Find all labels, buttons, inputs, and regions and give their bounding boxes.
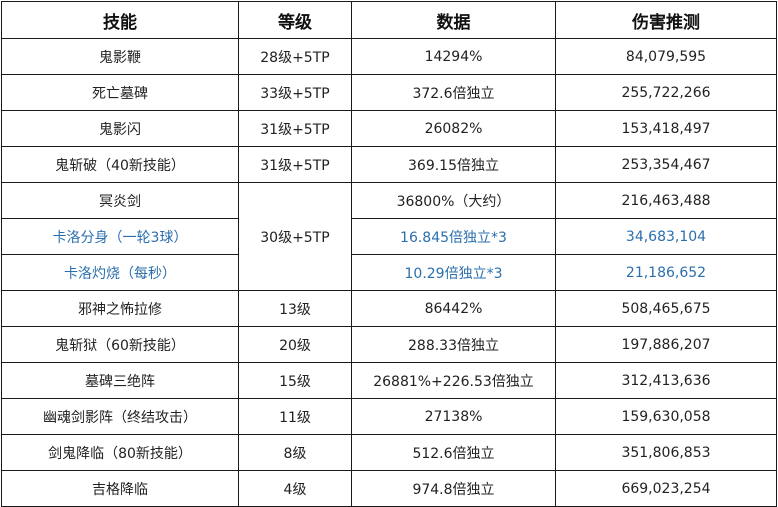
- skill-level: 4级: [238, 470, 352, 507]
- skill-name: 鬼斩破（40新技能）: [1, 146, 239, 183]
- skill-data: 14294%: [351, 38, 556, 75]
- skill-data: 369.15倍独立: [351, 146, 556, 183]
- skill-damage: 253,354,467: [555, 146, 777, 183]
- header-row: 技能 等级 数据 伤害推测: [1, 1, 777, 39]
- skill-level: 28级+5TP: [238, 38, 352, 75]
- skill-name: 幽魂剑影阵（终结攻击）: [1, 398, 239, 435]
- skill-damage: 669,023,254: [555, 470, 777, 507]
- skill-data: 26082%: [351, 110, 556, 147]
- skill-damage: 84,079,595: [555, 38, 777, 75]
- table-row: 墓碑三绝阵 15级 26881%+226.53倍独立 312,413,636: [1, 362, 777, 399]
- skill-level: 31级+5TP: [238, 146, 352, 183]
- table-row: 邪神之怖拉修 13级 86442% 508,465,675: [1, 290, 777, 327]
- skill-name: 冥炎剑: [1, 182, 239, 219]
- skill-level: 13级: [238, 290, 352, 327]
- header-damage: 伤害推测: [555, 1, 777, 39]
- skill-damage: 508,465,675: [555, 290, 777, 327]
- skill-data: 26881%+226.53倍独立: [351, 362, 556, 399]
- skill-data: 512.6倍独立: [351, 434, 556, 471]
- skill-damage: 255,722,266: [555, 74, 777, 111]
- skill-level: 11级: [238, 398, 352, 435]
- skill-name: 鬼影鞭: [1, 38, 239, 75]
- table-row-highlight: 卡洛灼烧（每秒） 10.29倍独立*3 21,186,652: [1, 254, 777, 291]
- skill-level: 20级: [238, 326, 352, 363]
- skill-data: 36800%（大约）: [351, 182, 556, 219]
- skill-name: 邪神之怖拉修: [1, 290, 239, 327]
- skill-level-merged: 30级+5TP: [238, 182, 352, 291]
- skill-damage: 159,630,058: [555, 398, 777, 435]
- table-row: 剑鬼降临（80新技能） 8级 512.6倍独立 351,806,853: [1, 434, 777, 471]
- skill-name: 剑鬼降临（80新技能）: [1, 434, 239, 471]
- skill-level: 31级+5TP: [238, 110, 352, 147]
- skill-data: 10.29倍独立*3: [351, 254, 556, 291]
- skill-damage: 34,683,104: [555, 218, 777, 255]
- table-row: 幽魂剑影阵（终结攻击） 11级 27138% 159,630,058: [1, 398, 777, 435]
- skill-data: 288.33倍独立: [351, 326, 556, 363]
- skill-damage: 21,186,652: [555, 254, 777, 291]
- header-skill: 技能: [1, 1, 239, 39]
- skill-name: 卡洛灼烧（每秒）: [1, 254, 239, 291]
- skill-data: 372.6倍独立: [351, 74, 556, 111]
- skill-level: 15级: [238, 362, 352, 399]
- skill-data: 16.845倍独立*3: [351, 218, 556, 255]
- skill-damage: 312,413,636: [555, 362, 777, 399]
- skill-name: 鬼斩狱（60新技能）: [1, 326, 239, 363]
- table-row-highlight: 卡洛分身（一轮3球） 16.845倍独立*3 34,683,104: [1, 218, 777, 255]
- skill-name: 墓碑三绝阵: [1, 362, 239, 399]
- skill-damage: 351,806,853: [555, 434, 777, 471]
- skill-name: 吉格降临: [1, 470, 239, 507]
- header-data: 数据: [351, 1, 556, 39]
- skill-damage: 216,463,488: [555, 182, 777, 219]
- table-row: 鬼影闪 31级+5TP 26082% 153,418,497: [1, 110, 777, 147]
- table-row: 死亡墓碑 33级+5TP 372.6倍独立 255,722,266: [1, 74, 777, 111]
- skill-level: 33级+5TP: [238, 74, 352, 111]
- skill-data: 974.8倍独立: [351, 470, 556, 507]
- table-row: 冥炎剑 30级+5TP 36800%（大约） 216,463,488: [1, 182, 777, 291]
- skill-data: 86442%: [351, 290, 556, 327]
- table-row: 鬼影鞭 28级+5TP 14294% 84,079,595: [1, 38, 777, 75]
- skill-damage: 197,886,207: [555, 326, 777, 363]
- skill-damage: 153,418,497: [555, 110, 777, 147]
- skill-name: 卡洛分身（一轮3球）: [1, 218, 239, 255]
- table-row: 吉格降临 4级 974.8倍独立 669,023,254: [1, 470, 777, 507]
- skill-name: 鬼影闪: [1, 110, 239, 147]
- skill-name: 死亡墓碑: [1, 74, 239, 111]
- skill-data: 27138%: [351, 398, 556, 435]
- header-level: 等级: [238, 1, 352, 39]
- table-row: 鬼斩破（40新技能） 31级+5TP 369.15倍独立 253,354,467: [1, 146, 777, 183]
- table-row: 鬼斩狱（60新技能） 20级 288.33倍独立 197,886,207: [1, 326, 777, 363]
- skill-level: 8级: [238, 434, 352, 471]
